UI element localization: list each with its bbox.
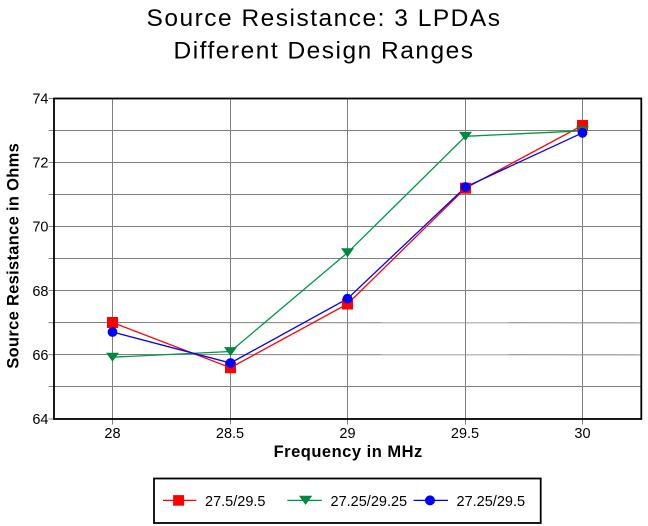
svg-text:72: 72 [32,156,48,172]
svg-text:64: 64 [32,412,48,428]
svg-text:30: 30 [574,426,590,442]
svg-text:Source Resistance: 3 LPDAs: Source Resistance: 3 LPDAs [147,5,502,32]
svg-text:27.25/29.5: 27.25/29.5 [457,494,526,510]
svg-text:27.25/29.25: 27.25/29.25 [331,494,408,510]
svg-text:28: 28 [104,426,120,442]
svg-text:27.5/29.5: 27.5/29.5 [205,494,265,510]
svg-text:74: 74 [32,92,48,108]
svg-text:66: 66 [32,348,48,364]
svg-text:29.5: 29.5 [451,426,479,442]
svg-text:Different Design Ranges: Different Design Ranges [174,38,475,65]
svg-text:70: 70 [32,220,48,236]
svg-text:Source Resistance in Ohms: Source Resistance in Ohms [5,143,23,369]
svg-text:68: 68 [32,284,48,300]
svg-text:28.5: 28.5 [216,426,244,442]
svg-text:Frequency in MHz: Frequency in MHz [274,443,423,461]
svg-text:29: 29 [339,426,355,442]
